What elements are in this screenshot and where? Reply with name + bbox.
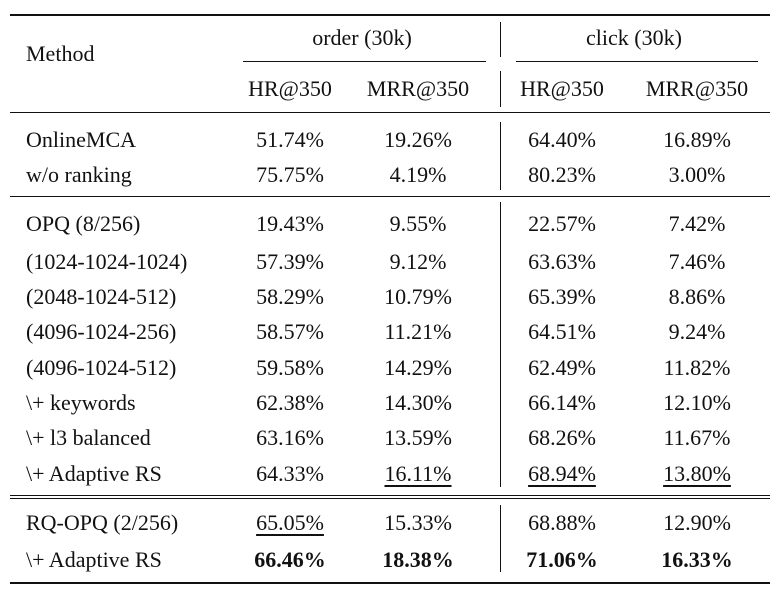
value-cell: 14.29% bbox=[384, 355, 452, 380]
header-metric: HR@350 bbox=[520, 76, 604, 101]
value-cell: 66.14% bbox=[528, 390, 596, 415]
value-cell: 71.06% bbox=[526, 547, 598, 572]
header-metric: MRR@350 bbox=[645, 76, 749, 101]
value-cell: 22.57% bbox=[528, 211, 596, 236]
column-divider bbox=[500, 22, 501, 57]
value-cell: 4.19% bbox=[389, 162, 447, 187]
header-group-click: click (30k) bbox=[586, 25, 682, 50]
column-divider bbox=[500, 505, 501, 572]
value-cell: 51.74% bbox=[256, 127, 324, 152]
method-cell: OPQ (8/256) bbox=[26, 211, 141, 236]
value-cell: 15.33% bbox=[384, 510, 452, 535]
value-cell: 14.30% bbox=[384, 390, 452, 415]
header-metric: MRR@350 bbox=[366, 76, 470, 101]
value-cell: 68.94% bbox=[528, 461, 596, 486]
value-cell: 57.39% bbox=[256, 249, 324, 274]
column-divider bbox=[500, 202, 501, 487]
value-cell: 19.43% bbox=[256, 211, 324, 236]
value-cell: 19.26% bbox=[384, 127, 452, 152]
method-cell: OnlineMCA bbox=[26, 127, 136, 152]
value-cell: 16.11% bbox=[384, 461, 452, 486]
value-cell: 58.29% bbox=[256, 284, 324, 309]
value-cell: 64.33% bbox=[256, 461, 324, 486]
method-cell: \+ Adaptive RS bbox=[26, 547, 162, 572]
value-cell: 64.51% bbox=[528, 319, 596, 344]
value-cell: 18.38% bbox=[382, 547, 454, 572]
bottom-rule bbox=[10, 582, 770, 584]
cmidrule-click bbox=[516, 61, 758, 62]
value-cell: 59.58% bbox=[256, 355, 324, 380]
method-cell: (4096-1024-256) bbox=[26, 319, 177, 344]
value-cell: 63.63% bbox=[528, 249, 596, 274]
method-cell: RQ-OPQ (2/256) bbox=[26, 510, 179, 535]
method-cell: \+ keywords bbox=[26, 390, 136, 415]
group-rule bbox=[10, 498, 770, 499]
group-rule bbox=[10, 196, 770, 197]
header-group-order: order (30k) bbox=[312, 25, 412, 50]
value-cell: 11.82% bbox=[663, 355, 731, 380]
value-cell: 16.89% bbox=[663, 127, 731, 152]
value-cell: 12.10% bbox=[663, 390, 731, 415]
header-rule bbox=[10, 112, 770, 113]
value-cell: 12.90% bbox=[663, 510, 731, 535]
value-cell: 11.67% bbox=[663, 425, 731, 450]
value-cell: 7.42% bbox=[668, 211, 726, 236]
method-cell: (1024-1024-1024) bbox=[26, 249, 188, 274]
top-rule bbox=[10, 14, 770, 16]
value-cell: 13.80% bbox=[663, 461, 731, 486]
value-cell: 66.46% bbox=[254, 547, 326, 572]
value-cell: 10.79% bbox=[384, 284, 452, 309]
value-cell: 80.23% bbox=[528, 162, 596, 187]
column-divider bbox=[500, 71, 501, 107]
value-cell: 58.57% bbox=[256, 319, 324, 344]
value-cell: 16.33% bbox=[661, 547, 733, 572]
value-cell: 13.59% bbox=[384, 425, 452, 450]
cmidrule-order bbox=[243, 61, 486, 62]
value-cell: 64.40% bbox=[528, 127, 596, 152]
value-cell: 63.16% bbox=[256, 425, 324, 450]
value-cell: 68.88% bbox=[528, 510, 596, 535]
method-cell: (2048-1024-512) bbox=[26, 284, 177, 309]
method-cell: w/o ranking bbox=[26, 162, 132, 187]
column-divider bbox=[500, 122, 501, 190]
value-cell: 68.26% bbox=[528, 425, 596, 450]
value-cell: 11.21% bbox=[384, 319, 452, 344]
value-cell: 9.55% bbox=[389, 211, 447, 236]
value-cell: 9.24% bbox=[668, 319, 726, 344]
value-cell: 7.46% bbox=[668, 249, 726, 274]
header-metric: HR@350 bbox=[248, 76, 332, 101]
group-rule bbox=[10, 495, 770, 496]
value-cell: 8.86% bbox=[668, 284, 726, 309]
value-cell: 65.05% bbox=[256, 510, 324, 535]
value-cell: 62.38% bbox=[256, 390, 324, 415]
method-cell: \+ l3 balanced bbox=[26, 425, 151, 450]
value-cell: 75.75% bbox=[256, 162, 324, 187]
value-cell: 3.00% bbox=[668, 162, 726, 187]
value-cell: 62.49% bbox=[528, 355, 596, 380]
value-cell: 9.12% bbox=[389, 249, 447, 274]
method-cell: \+ Adaptive RS bbox=[26, 461, 162, 486]
header-method: Method bbox=[26, 41, 95, 66]
method-cell: (4096-1024-512) bbox=[26, 355, 177, 380]
value-cell: 65.39% bbox=[528, 284, 596, 309]
